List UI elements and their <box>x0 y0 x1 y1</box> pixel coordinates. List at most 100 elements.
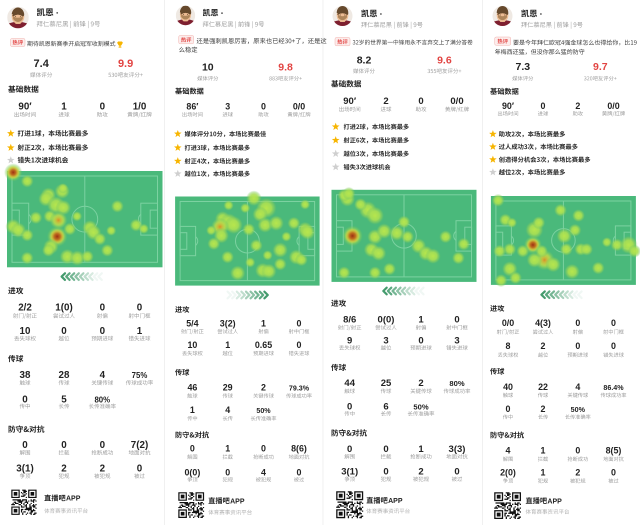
svg-text:2: 2 <box>541 341 546 351</box>
svg-text:2: 2 <box>418 467 423 478</box>
svg-text:2: 2 <box>261 383 266 393</box>
svg-text:0: 0 <box>61 326 67 337</box>
svg-text:0: 0 <box>297 340 302 350</box>
svg-text:10: 10 <box>202 61 214 73</box>
svg-text:4: 4 <box>100 370 106 381</box>
svg-text:46: 46 <box>187 383 197 393</box>
svg-text:10: 10 <box>187 340 197 350</box>
svg-text:APP: APP <box>66 496 81 503</box>
svg-text:APP: APP <box>547 498 562 505</box>
svg-text:0: 0 <box>261 444 266 454</box>
svg-text:3(2): 3(2) <box>220 319 236 329</box>
svg-text:0/0: 0/0 <box>607 101 619 111</box>
svg-text:44: 44 <box>344 378 355 389</box>
svg-text:4(3): 4(3) <box>535 318 551 328</box>
svg-text:0/0: 0/0 <box>502 318 514 328</box>
svg-text:50%: 50% <box>256 407 271 415</box>
svg-text:1: 1 <box>418 444 424 455</box>
svg-text:90′: 90′ <box>343 96 357 107</box>
svg-text:0: 0 <box>297 467 302 477</box>
svg-text:2(0): 2(0) <box>500 467 516 477</box>
svg-text:1: 1 <box>225 340 230 350</box>
svg-text:1: 1 <box>541 467 546 477</box>
svg-text:0: 0 <box>347 401 352 412</box>
svg-text:22: 22 <box>538 382 548 392</box>
svg-text:0: 0 <box>611 341 616 351</box>
svg-text:25: 25 <box>381 378 392 389</box>
svg-text:0: 0 <box>261 101 266 111</box>
svg-text:4: 4 <box>575 382 580 392</box>
svg-text:0: 0 <box>100 440 106 451</box>
svg-text:8.2: 8.2 <box>357 55 372 67</box>
svg-text:0: 0 <box>137 303 143 314</box>
svg-text:8: 8 <box>506 341 511 351</box>
svg-text:0: 0 <box>347 444 352 455</box>
svg-text:3: 3 <box>225 101 230 111</box>
svg-text:APP: APP <box>388 498 403 505</box>
svg-text:2/2: 2/2 <box>18 303 32 314</box>
svg-text:3: 3 <box>454 336 459 347</box>
svg-text:0: 0 <box>575 341 580 351</box>
svg-text:40: 40 <box>503 382 513 392</box>
svg-text:3: 3 <box>383 336 388 347</box>
svg-text:5: 5 <box>61 394 67 405</box>
svg-text:0: 0 <box>100 326 106 337</box>
svg-text:2: 2 <box>100 463 106 474</box>
svg-text:1: 1 <box>261 319 266 329</box>
svg-text:0: 0 <box>575 446 580 456</box>
svg-text:0: 0 <box>454 314 459 325</box>
svg-text:1(0): 1(0) <box>55 303 72 314</box>
svg-text:4: 4 <box>261 467 266 477</box>
svg-text:1: 1 <box>190 405 195 415</box>
svg-text:79.3%: 79.3% <box>289 385 310 393</box>
svg-text:9.6: 9.6 <box>437 55 452 67</box>
svg-text:2: 2 <box>383 96 388 107</box>
svg-text:0(0): 0(0) <box>185 467 201 477</box>
svg-text:0.65: 0.65 <box>255 340 272 350</box>
svg-text:0: 0 <box>100 101 106 112</box>
svg-text:0: 0 <box>383 444 388 455</box>
svg-text:6: 6 <box>383 401 388 412</box>
svg-text:0: 0 <box>22 394 28 405</box>
svg-text:1: 1 <box>225 444 230 454</box>
svg-text:3(1): 3(1) <box>16 463 33 474</box>
svg-text:2: 2 <box>575 101 580 111</box>
svg-text:0: 0 <box>506 404 511 414</box>
svg-text:0: 0 <box>61 440 67 451</box>
svg-text:80%: 80% <box>449 379 464 388</box>
svg-text:0: 0 <box>225 467 230 477</box>
svg-text:0: 0 <box>383 467 388 478</box>
svg-text:86.4%: 86.4% <box>603 384 624 392</box>
svg-text:5/4: 5/4 <box>186 319 198 329</box>
svg-text:0: 0 <box>190 444 195 454</box>
svg-text:9.8: 9.8 <box>278 61 293 73</box>
svg-text:9.7: 9.7 <box>593 61 608 73</box>
svg-text:28: 28 <box>59 370 70 381</box>
svg-text:38: 38 <box>20 370 31 381</box>
svg-text:2: 2 <box>61 463 67 474</box>
svg-text:1: 1 <box>61 101 67 112</box>
svg-text:2: 2 <box>575 467 580 477</box>
svg-text:3(3): 3(3) <box>449 444 466 455</box>
svg-text:0: 0 <box>418 336 423 347</box>
svg-text:7.4: 7.4 <box>34 58 50 70</box>
svg-text:0: 0 <box>611 467 616 477</box>
svg-text:0/0: 0/0 <box>293 101 305 111</box>
svg-text:90′: 90′ <box>18 101 32 112</box>
svg-text:9: 9 <box>347 336 352 347</box>
svg-text:8(6): 8(6) <box>291 444 307 454</box>
svg-text:4: 4 <box>506 446 511 456</box>
svg-text:7(2): 7(2) <box>131 440 148 451</box>
svg-text:1: 1 <box>137 326 143 337</box>
svg-text:8/6: 8/6 <box>343 314 356 325</box>
svg-text:86′: 86′ <box>186 101 198 111</box>
svg-text:0/0: 0/0 <box>450 96 463 107</box>
svg-text:50%: 50% <box>413 402 428 411</box>
svg-text:80%: 80% <box>94 395 110 404</box>
svg-text:50%: 50% <box>571 406 586 414</box>
svg-text:10: 10 <box>20 326 31 337</box>
svg-text:1: 1 <box>418 314 424 325</box>
svg-text:3(1): 3(1) <box>341 467 358 478</box>
svg-text:4: 4 <box>225 405 230 415</box>
svg-text:1: 1 <box>541 446 546 456</box>
